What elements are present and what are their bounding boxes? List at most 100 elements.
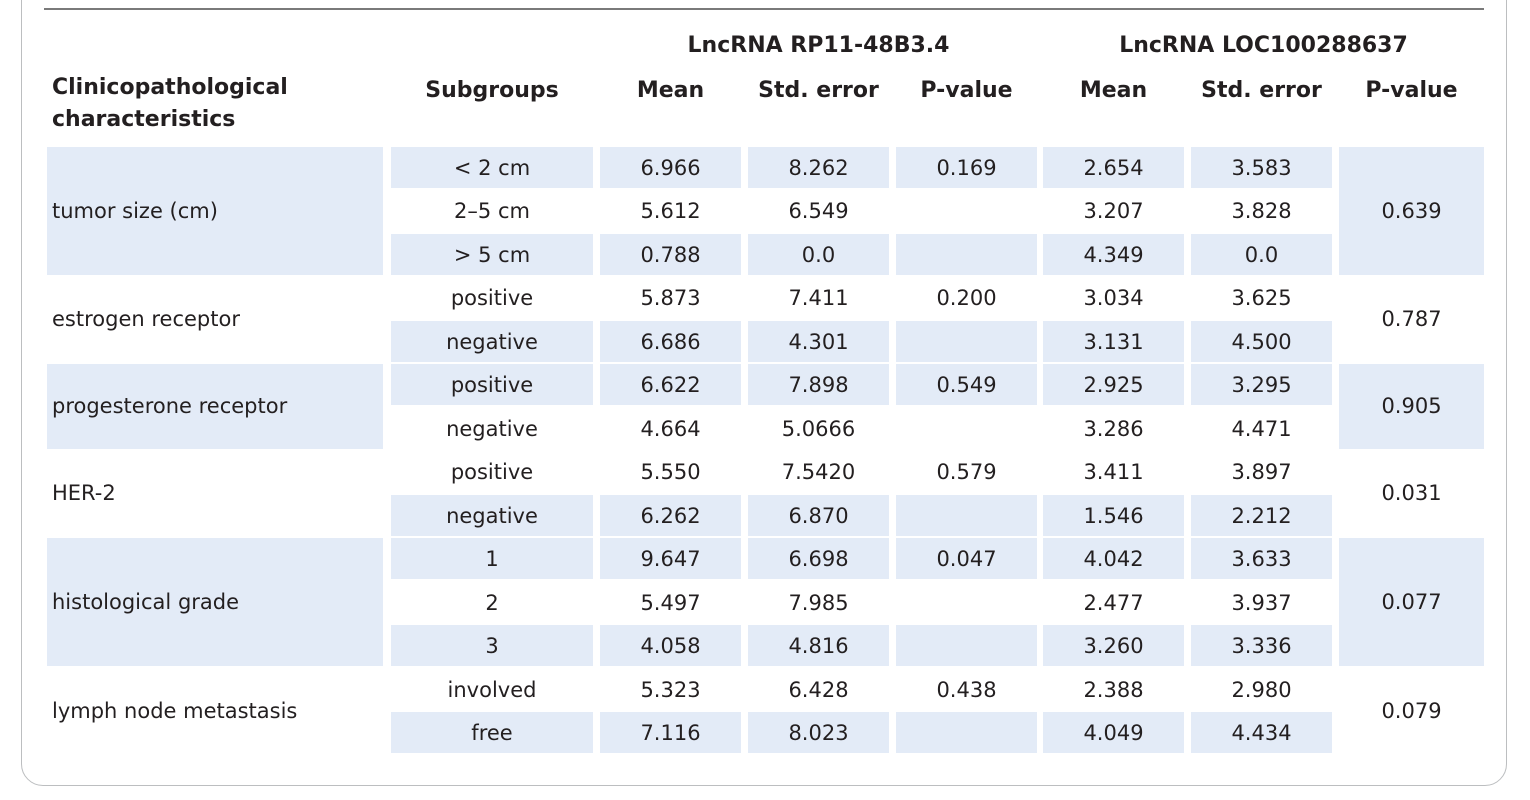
mean-cell-lncrna-1: 5.323 — [640, 677, 701, 702]
col-header-mean-2: Mean — [1079, 78, 1148, 103]
std-error-cell-lncrna-2: 3.633 — [1191, 538, 1332, 579]
mean-cell-lncrna-2: 3.286 — [1083, 416, 1144, 441]
std-error-cell-lncrna-1: 8.262 — [748, 146, 889, 188]
subgroup-cell: negative — [391, 320, 593, 362]
characteristic-label: lymph node metastasis — [52, 698, 298, 723]
std-error-cell-lncrna-2: 3.828 — [1231, 199, 1292, 223]
p-value-cell-lncrna-2: 0.077 — [1381, 590, 1442, 614]
col-header-subgroups: Subgroups — [425, 78, 559, 103]
std-error-cell-lncrna-1: 7.5420 — [781, 460, 856, 484]
mean-cell-lncrna-2: 2.925 — [1043, 364, 1184, 405]
mean-cell-lncrna-2: 2.654 — [1043, 146, 1184, 188]
std-error-cell-lncrna-1: 4.816 — [748, 625, 889, 666]
p-value-cell-lncrna-2: 0.787 — [1381, 307, 1442, 331]
std-error-cell-lncrna-2: 3.937 — [1231, 590, 1292, 615]
characteristic-label: HER-2 — [52, 481, 116, 506]
std-error-cell-lncrna-1: 7.898 — [748, 364, 889, 405]
p-value-cell-lncrna-1 — [896, 320, 1037, 362]
std-error-cell-lncrna-1: 6.870 — [748, 494, 889, 536]
mean-cell-lncrna-1: 7.116 — [600, 712, 741, 753]
group-label-background — [47, 364, 383, 449]
characteristic-label: estrogen receptor — [52, 307, 240, 332]
mean-cell-lncrna-1: 5.612 — [640, 199, 701, 223]
mean-cell-lncrna-1: 5.550 — [640, 460, 701, 484]
mean-cell-lncrna-1: 0.788 — [600, 233, 741, 275]
characteristic-label: histological grade — [52, 590, 240, 614]
p-value-cell-lncrna-2: 0.079 — [1381, 698, 1442, 723]
subgroup-cell: 1 — [391, 538, 593, 579]
p-value-cell-lncrna-1 — [896, 408, 1037, 449]
col-header-std-error-1: Std. error — [758, 78, 879, 103]
subgroup-cell: negative — [446, 416, 538, 441]
mean-cell-lncrna-2: 3.034 — [1083, 286, 1144, 310]
table-frame — [21, 0, 1507, 786]
mean-cell-lncrna-1: 5.497 — [640, 590, 701, 615]
subgroup-cell: > 5 cm — [391, 233, 593, 275]
std-error-cell-lncrna-1: 7.985 — [788, 590, 849, 615]
mean-cell-lncrna-2: 4.349 — [1043, 233, 1184, 275]
subgroup-cell: involved — [447, 677, 537, 702]
mean-cell-lncrna-2: 3.207 — [1083, 199, 1144, 223]
std-error-cell-lncrna-2: 0.0 — [1191, 233, 1332, 275]
subgroup-cell: free — [391, 712, 593, 753]
p-value-cell-lncrna-1 — [896, 625, 1037, 666]
subgroup-cell: positive — [391, 364, 593, 405]
mean-cell-lncrna-2: 2.477 — [1083, 590, 1144, 615]
p-value-cell-lncrna-1: 0.549 — [896, 364, 1037, 405]
subgroup-cell: < 2 cm — [391, 146, 593, 188]
p-value-cell-lncrna-1: 0.438 — [936, 677, 997, 702]
col-header-characteristics: Clinicopathological characteristics — [52, 75, 288, 132]
mean-cell-lncrna-2: 3.411 — [1083, 460, 1144, 484]
std-error-cell-lncrna-2: 3.897 — [1231, 460, 1292, 484]
p-value-cell-lncrna-2: 0.031 — [1381, 481, 1442, 505]
characteristic-label: tumor size (cm) — [52, 198, 218, 223]
std-error-cell-lncrna-1: 0.0 — [748, 233, 889, 275]
col-header-std-error-2: Std. error — [1201, 78, 1322, 103]
mean-cell-lncrna-1: 6.622 — [600, 364, 741, 405]
p-value-cell-lncrna-1 — [896, 190, 1037, 231]
p-value-cell-lncrna-2: 0.905 — [1381, 394, 1442, 418]
group-header-lncrna-2: LncRNA LOC100288637 — [1119, 33, 1408, 58]
std-error-cell-lncrna-1: 4.301 — [748, 320, 889, 362]
mean-cell-lncrna-2: 3.260 — [1043, 625, 1184, 666]
subgroup-cell: positive — [450, 286, 534, 310]
subgroup-cell: 3 — [391, 625, 593, 666]
group-p-value-background — [1339, 146, 1484, 275]
subgroup-cell: positive — [450, 460, 534, 484]
p-value-cell-lncrna-1: 0.169 — [896, 146, 1037, 188]
mean-cell-lncrna-1: 5.873 — [640, 286, 701, 310]
col-header-p-value-1: P-value — [920, 78, 1013, 103]
p-value-cell-lncrna-1: 0.047 — [896, 538, 1037, 579]
subgroup-cell: 2–5 cm — [454, 199, 530, 223]
p-value-cell-lncrna-1: 0.579 — [936, 460, 997, 484]
subgroup-cell: negative — [391, 494, 593, 536]
std-error-cell-lncrna-2: 4.471 — [1231, 416, 1292, 441]
col-header-p-value-2: P-value — [1365, 78, 1458, 103]
std-error-cell-lncrna-2: 2.212 — [1191, 494, 1332, 536]
mean-cell-lncrna-2: 4.042 — [1043, 538, 1184, 579]
mean-cell-lncrna-1: 9.647 — [600, 538, 741, 579]
p-value-cell-lncrna-1 — [896, 233, 1037, 275]
mean-cell-lncrna-2: 3.131 — [1043, 320, 1184, 362]
std-error-cell-lncrna-1: 7.411 — [788, 286, 849, 310]
mean-cell-lncrna-2: 1.546 — [1043, 494, 1184, 536]
p-value-cell-lncrna-1 — [896, 582, 1037, 623]
top-rule — [44, 8, 1484, 10]
mean-cell-lncrna-1: 4.664 — [640, 416, 701, 441]
group-label-background — [47, 146, 383, 275]
p-value-cell-lncrna-1 — [896, 494, 1037, 536]
characteristic-label: progesterone receptor — [52, 394, 288, 419]
col-header-mean-1: Mean — [636, 78, 705, 103]
mean-cell-lncrna-2: 4.049 — [1043, 712, 1184, 753]
std-error-cell-lncrna-1: 8.023 — [748, 712, 889, 753]
std-error-cell-lncrna-2: 3.336 — [1191, 625, 1332, 666]
std-error-cell-lncrna-2: 3.583 — [1191, 146, 1332, 188]
mean-cell-lncrna-1: 6.686 — [600, 320, 741, 362]
std-error-cell-lncrna-1: 6.428 — [788, 677, 849, 702]
subgroup-cell: 2 — [485, 590, 499, 615]
p-value-cell-lncrna-2: 0.639 — [1381, 198, 1442, 223]
group-p-value-background — [1339, 538, 1484, 666]
std-error-cell-lncrna-2: 3.295 — [1191, 364, 1332, 405]
mean-cell-lncrna-1: 6.966 — [600, 146, 741, 188]
p-value-cell-lncrna-1: 0.200 — [936, 286, 997, 310]
